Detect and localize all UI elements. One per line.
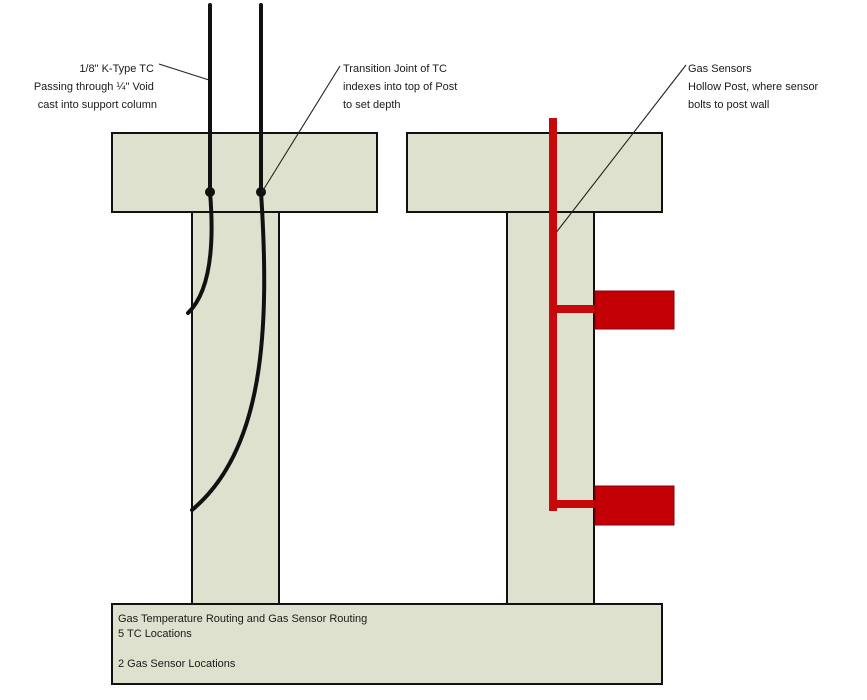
transition-label: Transition Joint of TC indexes into top … <box>343 63 460 111</box>
tc-label-line2: Passing through ¼" Void <box>34 81 154 93</box>
gas-sensor-leader-line <box>554 64 687 235</box>
base-line-1: Gas Temperature Routing and Gas Sensor R… <box>118 613 367 625</box>
base-line-3: 2 Gas Sensor Locations <box>118 658 236 670</box>
left-post-cap <box>111 132 378 213</box>
transition-label-line3: to set depth <box>343 99 401 111</box>
base-line-2: 5 TC Locations <box>118 628 192 640</box>
gas-sensors-label-line1: Gas Sensors <box>688 63 752 75</box>
gas-sensors-label-line2: Hollow Post, where sensor <box>688 81 819 93</box>
gas-sensors-label: Gas Sensors Hollow Post, where sensor bo… <box>688 63 821 111</box>
transition-label-line2: indexes into top of Post <box>343 81 457 93</box>
transition-label-line1: Transition Joint of TC <box>343 63 447 75</box>
tc-wire-1 <box>186 3 214 315</box>
tc-leader-line <box>158 63 210 81</box>
gas-sensors-label-line3: bolts to post wall <box>688 99 769 111</box>
tc-label: 1/8" K-Type TC Passing through ¼" Void c… <box>34 63 157 111</box>
tc-wire-2 <box>190 3 267 512</box>
transition-joint-1 <box>205 187 215 197</box>
tc-label-line3: cast into support column <box>38 99 157 111</box>
tc-label-line1: 1/8" K-Type TC <box>79 63 154 75</box>
base-slab <box>111 603 663 685</box>
gas-sensor-lower <box>594 485 675 526</box>
gas-sensor-upper <box>594 290 675 330</box>
right-post-cap <box>406 132 663 213</box>
transition-leader-line <box>261 65 341 193</box>
